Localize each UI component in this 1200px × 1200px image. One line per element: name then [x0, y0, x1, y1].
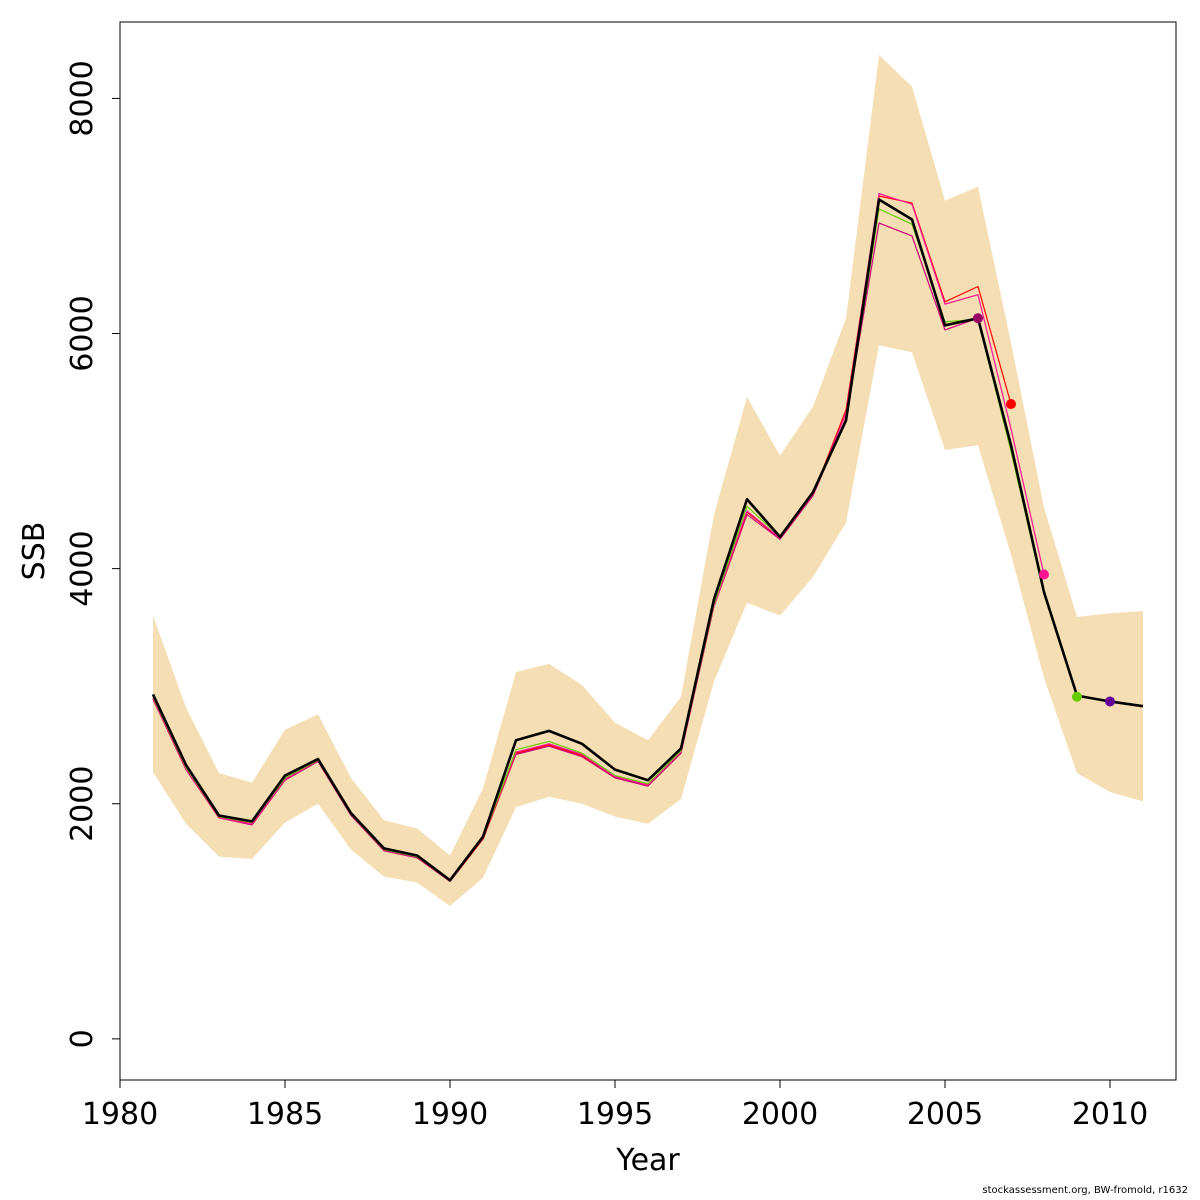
x-axis: 1980 1985 1990 1995 2000 2005 2010 [82, 1079, 1148, 1132]
x-tick-label: 1985 [247, 1097, 323, 1132]
y-tick-label: 2000 [65, 766, 100, 842]
y-axis: 0 2000 4000 6000 8000 [65, 60, 121, 1048]
series-endpoint-1 [973, 313, 983, 324]
x-tick-label: 1995 [577, 1097, 653, 1132]
y-tick-label: 0 [65, 1029, 100, 1048]
footer-credit: stockassessment.org, BW-fromold, r1632 [982, 1185, 1188, 1196]
confidence-band-layer [153, 54, 1143, 907]
x-tick-label: 1980 [82, 1097, 158, 1132]
series-endpoint-4 [1072, 691, 1082, 702]
x-tick-label: 2005 [907, 1097, 983, 1132]
y-tick-label: 6000 [65, 295, 100, 371]
points-layer [973, 313, 1115, 707]
series-endpoint-3 [1039, 569, 1049, 580]
series-endpoint-5 [1105, 696, 1115, 707]
x-tick-label: 2000 [742, 1097, 818, 1132]
confidence-band [153, 54, 1143, 907]
y-tick-label: 4000 [65, 530, 100, 606]
x-tick-label: 1990 [412, 1097, 488, 1132]
y-axis-title: SSB [17, 522, 52, 581]
x-axis-title: Year [615, 1143, 680, 1178]
x-tick-label: 2010 [1072, 1097, 1148, 1132]
series-endpoint-2 [1006, 399, 1016, 410]
y-tick-label: 8000 [65, 60, 100, 136]
